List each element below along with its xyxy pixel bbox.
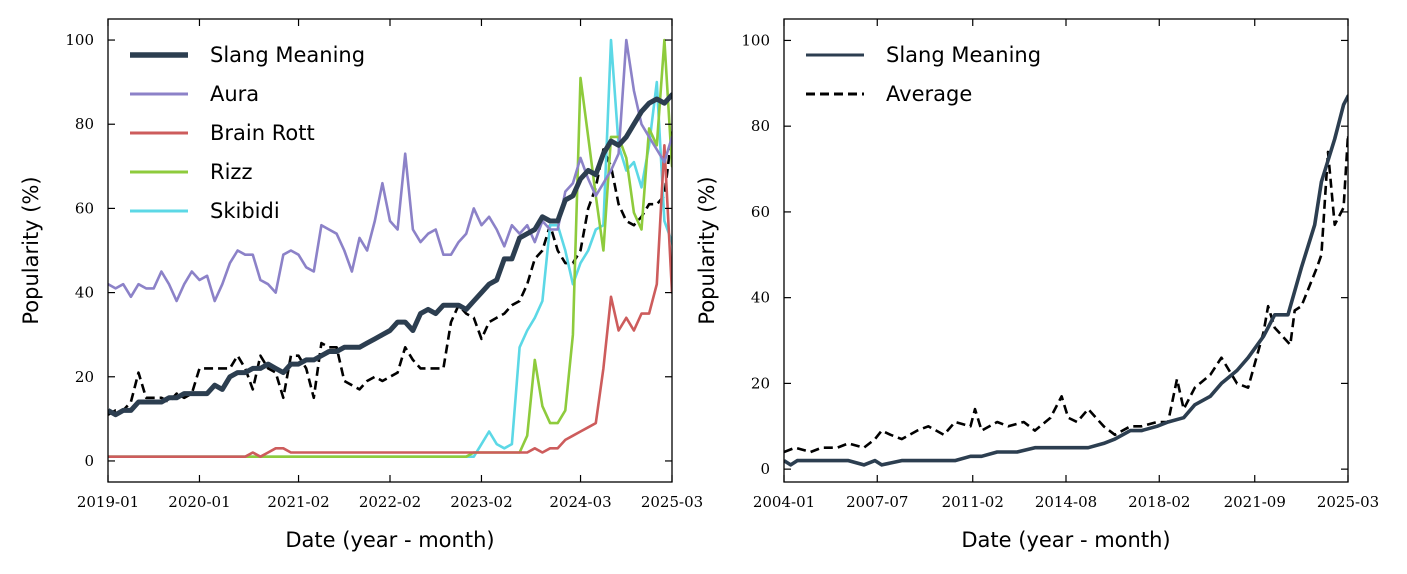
x-tick-label: 2019-01 (77, 493, 139, 511)
legend: Slang Meaning Aura Brain Rott Rizz Skibidi (130, 43, 365, 223)
x-tick-label: 2004-01 (753, 493, 815, 511)
left-chart-panel: 0 20 40 60 80 100 2019-01 2020-01 2021-02 2022-02… (19, 18, 703, 552)
y-tick-label: 100 (65, 31, 94, 49)
series-line-brain-rott (108, 144, 672, 458)
y-axis-label: Popularity (%) (19, 176, 43, 324)
x-tick-label: 2021-02 (267, 493, 329, 511)
y-tick-label: 0 (760, 460, 770, 478)
legend-label: Brain Rott (210, 121, 315, 145)
y-tick-label: 80 (751, 117, 770, 135)
legend-label: Aura (210, 82, 259, 106)
y-tick-label: 20 (75, 368, 94, 386)
legend-label: Skibidi (210, 199, 280, 223)
x-tick-label: 2011-02 (942, 493, 1004, 511)
x-tick-label: 2022-02 (359, 493, 421, 511)
legend: Slang Meaning Average (806, 43, 1041, 106)
y-tick-label: 40 (751, 289, 770, 307)
series-layer (784, 94, 1348, 467)
x-tick-label: 2025-03 (1317, 493, 1379, 511)
right-chart-panel: 0 20 40 60 80 100 2004-01 2007-07 2011-02 2014-08… (695, 18, 1379, 552)
x-tick-label: 2024-03 (549, 493, 611, 511)
series-line-slang-meaning (784, 94, 1348, 467)
legend-label: Average (886, 82, 972, 106)
y-tick-label: 60 (75, 199, 94, 217)
y-tick-label: 80 (75, 115, 94, 133)
series-line-aura (108, 38, 672, 303)
x-axis-label: Date (year - month) (961, 528, 1170, 552)
legend-label: Rizz (210, 160, 252, 184)
x-tick-label: 2023-02 (450, 493, 512, 511)
x-tick-label: 2021-09 (1224, 493, 1286, 511)
legend-label: Slang Meaning (210, 43, 365, 67)
y-tick-label: 0 (84, 452, 94, 470)
y-tick-label: 60 (751, 203, 770, 221)
series-layer (108, 38, 672, 458)
y-tick-label: 40 (75, 284, 94, 302)
x-tick-label: 2007-07 (846, 493, 908, 511)
y-tick-label: 100 (741, 31, 770, 49)
series-line-average (108, 131, 672, 416)
y-axis-label: Popularity (%) (695, 176, 719, 324)
x-tick-label: 2014-08 (1035, 493, 1097, 511)
x-tick-label: 2018-02 (1128, 493, 1190, 511)
x-axis-label: Date (year - month) (285, 528, 494, 552)
y-tick-label: 20 (751, 374, 770, 392)
x-tick-label: 2020-01 (168, 493, 230, 511)
legend-label: Slang Meaning (886, 43, 1041, 67)
x-tick-label: 2025-03 (641, 493, 703, 511)
series-line-slang-meaning (108, 92, 672, 418)
series-line-average (784, 133, 1348, 454)
